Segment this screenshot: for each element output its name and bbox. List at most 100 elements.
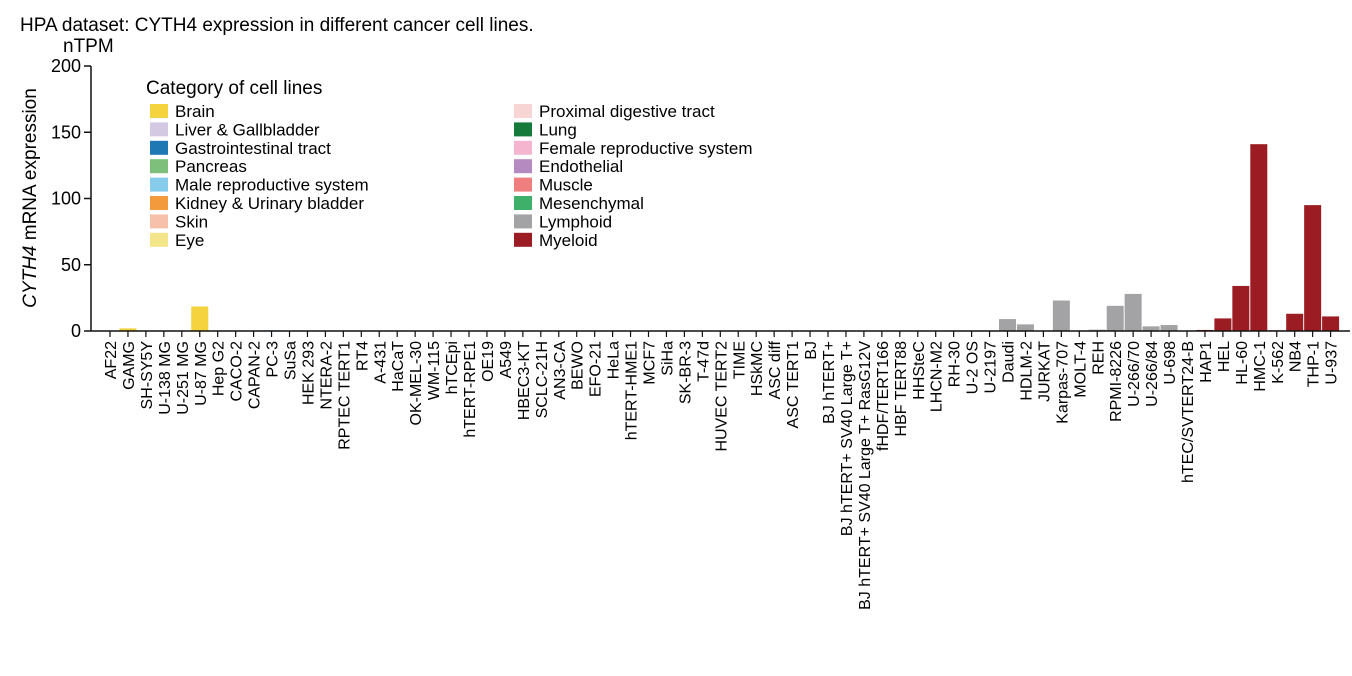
- x-tick-label: OE19: [480, 341, 497, 382]
- y-axis-ticks: 0 50 100 150 200: [51, 56, 91, 341]
- x-tick-label: fHDF/TERT166: [875, 341, 892, 451]
- x-tick-label: BJ hTERT+ SV40 Large T+ RasG12V: [857, 341, 874, 610]
- chart-title: HPA dataset: CYTH4 expression in differe…: [20, 15, 534, 36]
- legend-swatch: [150, 177, 168, 192]
- x-tick-label: BJ: [803, 341, 820, 360]
- x-tick-label: HUVEC TERT2: [713, 341, 730, 452]
- bar: [1160, 325, 1178, 331]
- x-tick-label: hTEC/SVTERT24-B: [1180, 341, 1197, 483]
- legend-swatch: [150, 104, 168, 118]
- bar: [119, 328, 137, 331]
- x-tick-label: HeLa: [606, 341, 623, 379]
- x-tick-label: U-266/70: [1126, 341, 1143, 407]
- unit-label: nTPM: [63, 36, 114, 57]
- x-tick-label: RPTEC TERT1: [336, 341, 353, 450]
- x-tick-label: MOLT-4: [1072, 341, 1089, 398]
- x-tick-label: AN3-CA: [552, 341, 569, 400]
- y-tick-label: 150: [51, 122, 81, 142]
- legend-swatch: [150, 122, 168, 137]
- legend-item-label: Muscle: [539, 176, 593, 195]
- legend-swatch: [150, 140, 168, 155]
- bar: [1322, 316, 1340, 331]
- x-tick-label: HaCaT: [390, 341, 407, 392]
- x-tick-label: Daudi: [1001, 341, 1018, 383]
- x-tick-label: CACO-2: [229, 341, 246, 402]
- x-tick-label: HSkMC: [749, 341, 766, 396]
- y-axis-gene: CYTH4: [20, 246, 41, 308]
- x-tick-label: SH-SY5Y: [139, 341, 156, 410]
- x-tick-label: Karpas-707: [1054, 341, 1071, 424]
- bar: [1016, 324, 1034, 331]
- x-tick-label: MCF7: [642, 341, 659, 385]
- legend-item-label: Proximal digestive tract: [539, 102, 715, 121]
- bar: [1124, 293, 1142, 331]
- x-tick-label: U-937: [1324, 341, 1341, 385]
- legend-item-label: Lung: [539, 120, 577, 139]
- x-tick-label: U-251 MG: [175, 341, 192, 415]
- bar: [1304, 205, 1322, 331]
- legend-item-label: Liver & Gallbladder: [175, 120, 320, 139]
- x-tick-label: Hep G2: [211, 341, 228, 396]
- x-tick-label: REH: [1090, 341, 1107, 375]
- x-tick-label: U-698: [1162, 341, 1179, 385]
- x-tick-label: U-2 OS: [965, 341, 982, 394]
- legend-item-label: Lymphoid: [539, 212, 612, 231]
- legend-item-label: Gastrointestinal tract: [175, 139, 331, 158]
- bar: [1232, 285, 1250, 331]
- x-tick-label: JURKAT: [1036, 341, 1053, 402]
- bar: [999, 319, 1016, 331]
- y-axis-label: CYTH4 mRNA expression: [20, 88, 41, 308]
- x-tick-label: T-47d: [695, 341, 712, 382]
- x-tick-label: hTERT-RPE1: [462, 341, 479, 438]
- x-tick-label: ASC diff: [767, 340, 784, 399]
- x-tick-label: ASC TERT1: [785, 341, 802, 429]
- legend-item-label: Male reproductive system: [175, 176, 369, 195]
- x-tick-label: BJ hTERT+: [821, 341, 838, 424]
- x-tick-label: CAPAN-2: [247, 341, 264, 409]
- legend-swatch: [514, 140, 532, 155]
- x-tick-label: HDLM-2: [1018, 341, 1035, 401]
- x-tick-label: U-266/84: [1144, 341, 1161, 407]
- x-tick-label: HBF TERT88: [893, 341, 910, 437]
- x-tick-label: RPMI-8226: [1108, 341, 1125, 422]
- x-tick-label: RH-30: [947, 341, 964, 387]
- y-tick-label: 50: [61, 255, 81, 275]
- legend-item-label: Pancreas: [175, 157, 247, 176]
- legend-swatch: [514, 177, 532, 192]
- x-tick-label: BJ hTERT+ SV40 Large T+: [839, 341, 856, 536]
- x-axis-ticks: AF22 GAMG SH-SY5Y U-138 MG U-251 MG U-87 MG He…: [103, 331, 1341, 610]
- x-tick-label: HHSteC: [911, 341, 928, 400]
- x-tick-label: NTERA-2: [318, 341, 335, 410]
- legend-item-label: Endothelial: [539, 157, 623, 176]
- legend-swatch: [514, 196, 532, 210]
- y-tick-label: 200: [51, 56, 81, 76]
- x-tick-label: K-562: [1270, 341, 1287, 384]
- bar: [1142, 326, 1160, 331]
- x-tick-label: HEL: [1216, 341, 1233, 372]
- x-tick-label: HMC-1: [1252, 341, 1269, 392]
- x-tick-label: HAP1: [1198, 341, 1215, 383]
- x-tick-label: U-87 MG: [193, 341, 210, 406]
- legend-swatch: [150, 196, 168, 210]
- x-tick-label: A-431: [372, 341, 389, 384]
- x-tick-label: U-138 MG: [157, 341, 174, 415]
- legend-swatch: [514, 159, 532, 174]
- x-tick-label: HEK 293: [300, 341, 317, 405]
- x-tick-label: HL-60: [1234, 341, 1251, 385]
- legend-swatch: [150, 232, 168, 247]
- legend-swatch: [150, 159, 168, 174]
- legend-swatch: [150, 214, 168, 229]
- bar: [191, 306, 209, 331]
- bar: [1286, 313, 1304, 331]
- bar: [1052, 300, 1070, 331]
- legend-item-label: Mesenchymal: [539, 194, 644, 213]
- x-tick-label: BEWO: [570, 341, 587, 390]
- bar: [1214, 318, 1232, 331]
- legend-swatch: [514, 232, 532, 247]
- x-tick-label: HBEC3-KT: [516, 341, 533, 420]
- legend-item-label: Eye: [175, 231, 204, 250]
- x-tick-label: THP-1: [1306, 341, 1323, 387]
- x-tick-label: WM-115: [426, 341, 443, 400]
- legend-title: Category of cell lines: [146, 78, 322, 99]
